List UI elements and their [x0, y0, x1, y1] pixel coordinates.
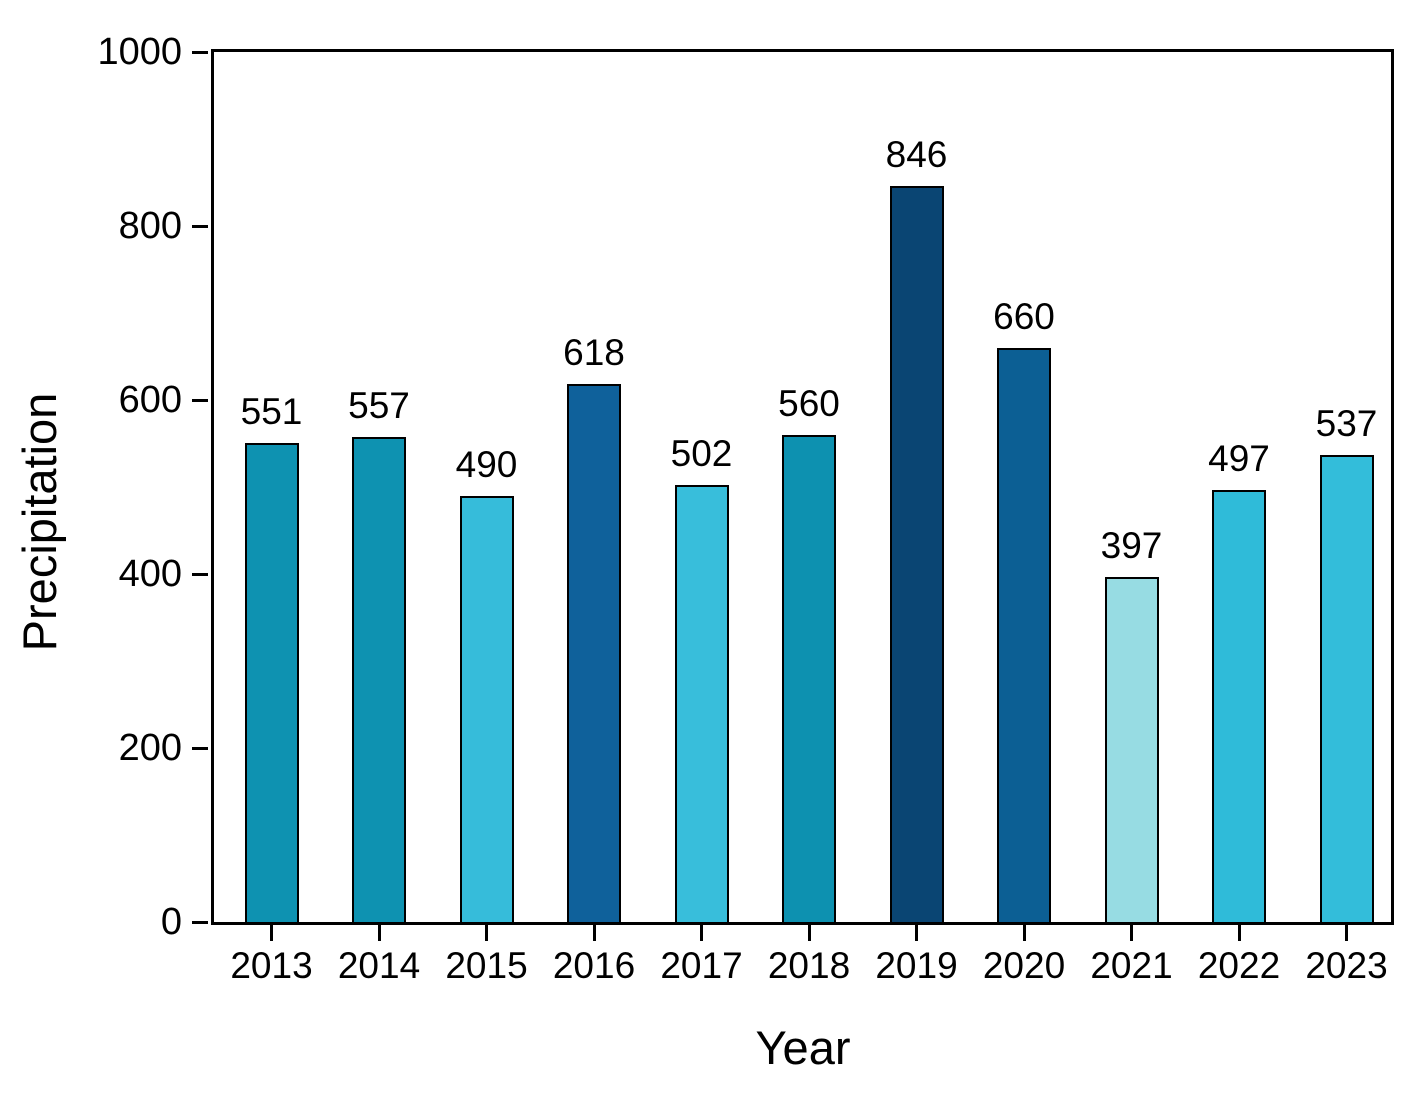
plot-area: 0 200 400 600 800 1000 551 2013 557 2014 490 2015 61…	[97, 31, 1394, 986]
bar-2014	[352, 437, 406, 922]
x-axis-tick	[1237, 925, 1241, 941]
bar-value-label-2017: 502	[670, 433, 733, 475]
y-axis-title: Precipitation	[13, 392, 66, 652]
x-axis-tick-label-2021: 2021	[1090, 945, 1173, 986]
bar-value-label-2022: 497	[1208, 437, 1270, 479]
bar-2020	[997, 347, 1051, 922]
x-axis-tick	[915, 925, 918, 941]
bar-value-label-2019: 846	[885, 133, 948, 175]
y-axis-tick-label: 0	[160, 901, 182, 943]
bar-value-label-2021: 397	[1100, 524, 1163, 566]
y-axis-tick-label: 400	[118, 553, 182, 595]
x-axis-title: Year	[755, 1021, 851, 1074]
x-axis-tick-label-2018: 2018	[767, 945, 851, 986]
x-axis-tick-label-2022: 2022	[1197, 945, 1281, 986]
bar-2013	[244, 442, 299, 922]
y-axis-tick-label: 200	[118, 727, 182, 769]
bar-2021	[1104, 576, 1159, 922]
x-axis-tick	[592, 925, 596, 941]
x-axis-tick-label-2016: 2016	[552, 945, 636, 986]
x-axis-tick-label-2013: 2013	[230, 945, 313, 986]
x-axis-tick	[1130, 925, 1133, 941]
x-axis-tick-label-2023: 2023	[1305, 945, 1388, 986]
x-axis-tick-label-2020: 2020	[982, 945, 1066, 986]
y-axis-tick	[192, 920, 208, 924]
y-axis-tick	[192, 572, 208, 576]
y-axis-tick-label: 800	[118, 205, 182, 247]
bar-2018	[782, 434, 836, 922]
x-axis-tick	[807, 925, 811, 941]
bar-2015	[459, 495, 514, 922]
bar-2023	[1319, 454, 1374, 922]
x-axis-tick-label-2019: 2019	[875, 945, 958, 986]
x-axis-tick	[485, 925, 488, 941]
x-axis-tick-label-2015: 2015	[445, 945, 528, 986]
bar-value-label-2016: 618	[563, 332, 625, 374]
bar-2019	[889, 185, 944, 922]
bar-value-label-2023: 537	[1315, 402, 1378, 444]
y-axis-tick	[192, 398, 208, 402]
x-axis-tick	[377, 925, 381, 941]
bar-value-label-2018: 560	[778, 382, 840, 424]
x-axis-tick	[270, 925, 273, 941]
bar-2022	[1212, 489, 1266, 922]
x-axis-tick-label-2014: 2014	[337, 945, 421, 986]
y-axis-tick-label: 1000	[97, 31, 182, 73]
y-axis-tick	[192, 746, 208, 750]
y-axis-tick	[192, 224, 208, 228]
bar-2017	[674, 485, 729, 922]
y-axis-tick	[192, 50, 208, 54]
bar-2016	[567, 384, 621, 922]
bar-value-label-2020: 660	[993, 295, 1055, 337]
y-axis-tick-label: 600	[118, 379, 182, 421]
x-axis-tick-label-2017: 2017	[660, 945, 743, 986]
x-axis-tick	[1022, 925, 1026, 941]
bar-value-label-2015: 490	[455, 443, 518, 485]
bar-value-label-2014: 557	[348, 385, 410, 427]
bar-value-label-2013: 551	[240, 390, 303, 432]
x-axis-tick	[700, 925, 703, 941]
x-axis-tick	[1345, 925, 1348, 941]
